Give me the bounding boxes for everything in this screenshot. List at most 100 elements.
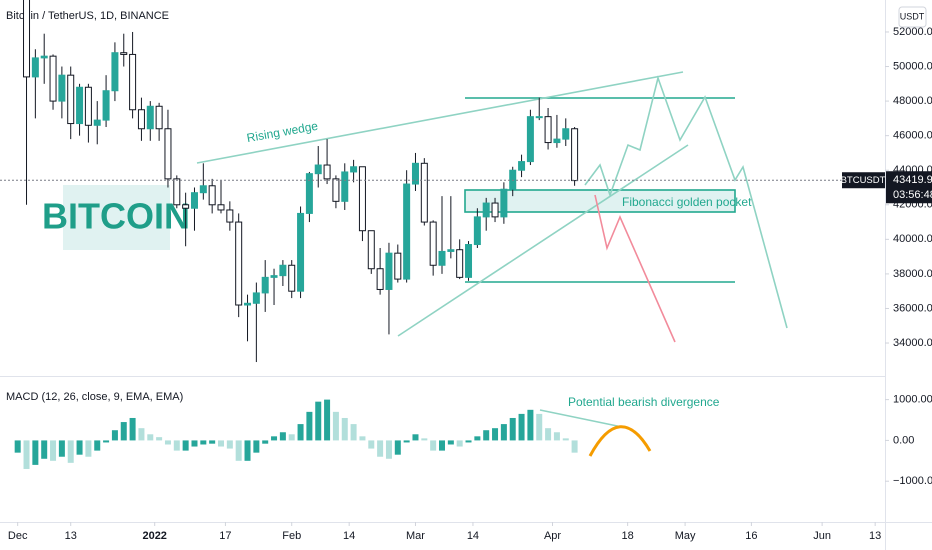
macd-bar — [103, 440, 110, 443]
macd-bar — [385, 440, 392, 459]
x-tick-label: 14 — [343, 530, 355, 542]
candle-body — [208, 185, 216, 206]
chart-title: Bitcoin / TetherUS, 1D, BINANCE — [6, 10, 169, 22]
macd-bar — [41, 440, 48, 459]
x-tick-label: Jun — [813, 530, 831, 542]
candle-body — [394, 252, 402, 280]
candle-body — [244, 302, 252, 306]
macd-bar — [527, 409, 534, 441]
candle-body — [456, 249, 464, 278]
macd-bar — [518, 413, 525, 441]
macd-bar — [85, 440, 92, 457]
macd-bar — [129, 417, 136, 441]
x-tick-label: Feb — [282, 530, 301, 542]
y-tick-label: 34000.00 — [893, 337, 932, 349]
macd-bar — [350, 424, 357, 441]
candle-body — [182, 204, 190, 209]
macd-bar — [173, 440, 180, 451]
macd-bar — [14, 440, 21, 453]
candle-body — [500, 188, 508, 218]
y-tick-label: 36000.00 — [893, 302, 932, 314]
candle-body — [376, 268, 384, 290]
x-tick-label: 2022 — [142, 530, 166, 542]
y-tick-label: 50000.00 — [893, 60, 932, 72]
candle-body — [102, 90, 110, 121]
candle-body — [429, 221, 437, 266]
candle-body — [350, 166, 358, 173]
x-tick-label: 17 — [219, 530, 231, 542]
macd-bar — [571, 440, 578, 453]
macd-bar — [67, 440, 74, 463]
candle-body — [465, 244, 473, 278]
symbol-tag — [842, 172, 885, 189]
macd-bar — [492, 428, 499, 441]
currency-button[interactable] — [898, 6, 927, 28]
currency-label[interactable]: USDT — [900, 11, 925, 21]
candle-body — [84, 86, 92, 126]
macd-bar — [332, 411, 339, 441]
x-tick-label: 18 — [622, 530, 634, 542]
macd-bar — [315, 401, 322, 441]
candle-body — [120, 52, 128, 55]
candle-body — [111, 52, 119, 92]
candle-body — [31, 57, 39, 78]
macd-bar — [209, 440, 216, 444]
divergence-line — [539, 409, 628, 429]
macd-bar — [368, 440, 375, 449]
x-tick-label: Apr — [544, 530, 561, 542]
macd-bar — [58, 440, 65, 457]
macd-bar — [226, 440, 233, 449]
candle-body — [420, 162, 428, 223]
macd-bar — [244, 440, 251, 461]
fib-label: Fibonacci golden pocket — [622, 195, 752, 209]
macd-bar — [562, 438, 569, 441]
candle-body — [341, 171, 349, 202]
macd-bar — [164, 440, 171, 445]
candle-body — [164, 128, 172, 180]
candle-body — [199, 185, 207, 194]
macd-bar — [509, 417, 516, 441]
candle-body — [235, 221, 243, 306]
candle-body — [332, 178, 340, 202]
macd-bar — [262, 440, 269, 444]
candle-body — [40, 55, 48, 59]
candle-body — [155, 105, 163, 130]
macd-bar — [271, 436, 278, 441]
divergence-label: Potential bearish divergence — [568, 395, 720, 409]
drawings — [63, 71, 788, 457]
candle-body — [67, 74, 75, 125]
candle-body — [473, 216, 481, 246]
macd-bar — [324, 399, 331, 441]
candle-body — [252, 292, 260, 304]
macd-bar — [483, 430, 490, 441]
macd-bar — [138, 428, 145, 441]
candle-body — [23, 0, 31, 78]
macd-bar — [218, 440, 224, 447]
y-tick-label: 38000.00 — [893, 268, 932, 280]
candle-body — [288, 264, 296, 292]
macd-bar — [394, 440, 401, 455]
y-tick-label: −1000.00 — [893, 475, 932, 487]
macd-bar — [191, 440, 198, 447]
candle-body — [544, 116, 552, 144]
candle-body — [358, 166, 366, 232]
macd-bar — [430, 440, 437, 451]
macd-bar — [447, 440, 454, 445]
candle-body — [226, 209, 234, 223]
candle-body — [217, 204, 225, 211]
candle-body — [261, 276, 269, 294]
candle-body — [49, 55, 57, 102]
candle-body — [482, 202, 490, 218]
bull-projection — [584, 75, 788, 329]
symbol-label: BTCUSDT — [841, 175, 886, 186]
macd-bar — [32, 440, 39, 465]
x-tick-label: May — [675, 530, 696, 542]
macd-bar — [253, 440, 260, 453]
macd-bar — [50, 440, 57, 461]
macd-bar — [120, 422, 127, 441]
candle-body — [270, 275, 278, 278]
candle-body — [76, 86, 84, 125]
y-tick-label: 1000.00 — [893, 394, 932, 406]
candle-body — [323, 164, 331, 180]
